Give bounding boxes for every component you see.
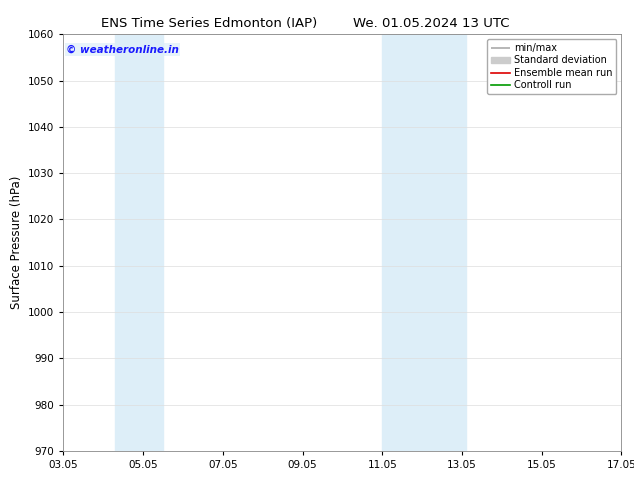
Y-axis label: Surface Pressure (hPa): Surface Pressure (hPa) xyxy=(10,176,23,309)
Text: © weatheronline.in: © weatheronline.in xyxy=(66,45,179,55)
Bar xyxy=(382,34,466,451)
Legend: min/max, Standard deviation, Ensemble mean run, Controll run: min/max, Standard deviation, Ensemble me… xyxy=(487,39,616,94)
Bar xyxy=(115,34,163,451)
Text: We. 01.05.2024 13 UTC: We. 01.05.2024 13 UTC xyxy=(353,17,509,30)
Text: ENS Time Series Edmonton (IAP): ENS Time Series Edmonton (IAP) xyxy=(101,17,318,30)
